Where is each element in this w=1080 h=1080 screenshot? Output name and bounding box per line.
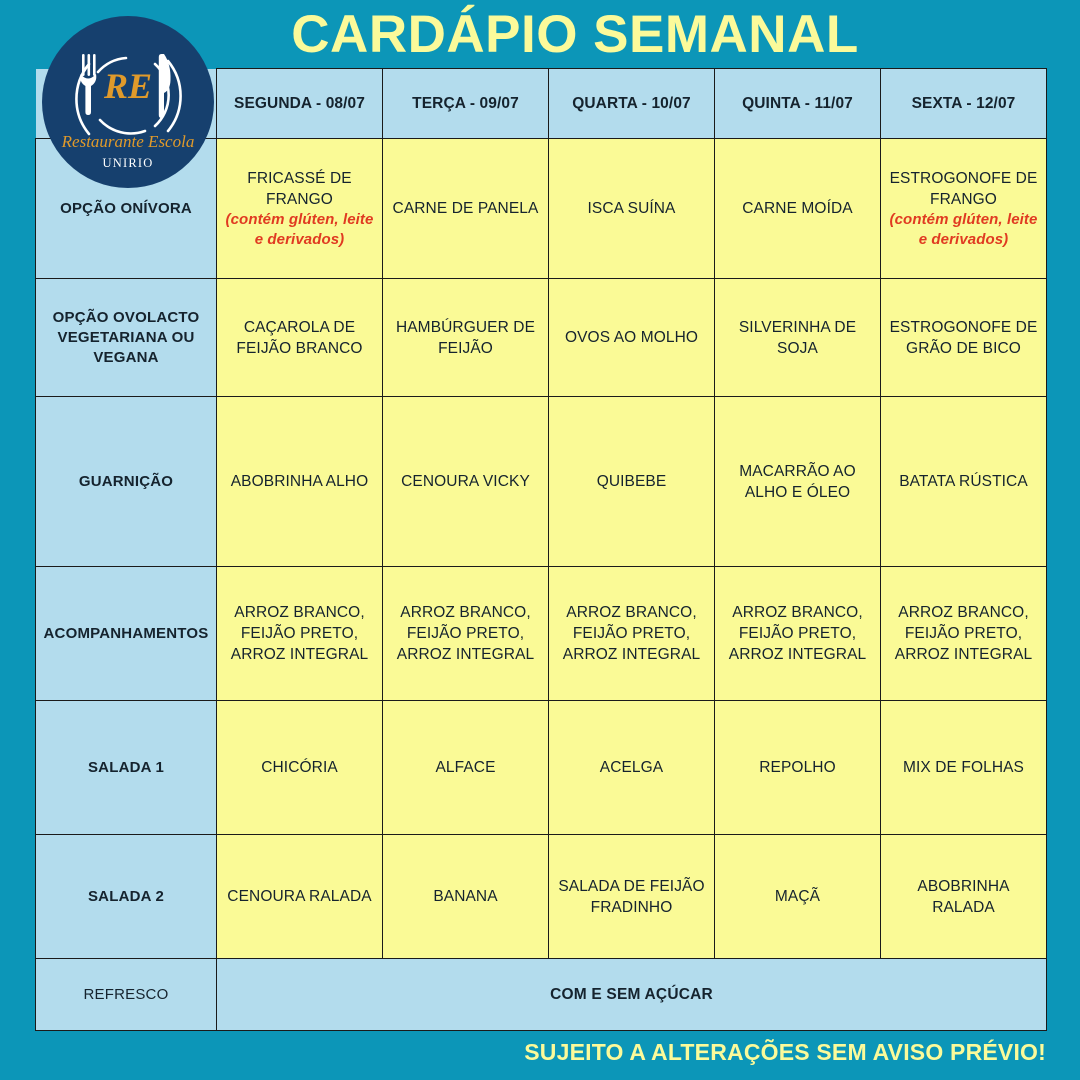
dish-name: SILVERINHA DE SOJA bbox=[738, 318, 857, 357]
dish-name: MACARRÃO AO ALHO E ÓLEO bbox=[739, 462, 856, 501]
dish-name: REPOLHO bbox=[759, 759, 836, 776]
menu-cell: REPOLHO bbox=[714, 700, 881, 835]
dish-name: MAÇÃ bbox=[774, 888, 821, 905]
weekly-menu-table: SEGUNDA - 08/07 TERÇA - 09/07 QUARTA - 1… bbox=[35, 68, 1047, 1031]
logo-name: Restaurante Escola bbox=[61, 132, 195, 151]
dish-name: ACELGA bbox=[599, 759, 664, 776]
category-label-salada-1: SALADA 1 bbox=[35, 700, 217, 835]
day-header-terca: TERÇA - 09/07 bbox=[382, 68, 549, 139]
category-label-refresco: REFRESCO bbox=[35, 958, 217, 1031]
menu-cell: ARROZ BRANCO, FEIJÃO PRETO, ARROZ INTEGR… bbox=[880, 566, 1047, 701]
menu-cell: ARROZ BRANCO, FEIJÃO PRETO, ARROZ INTEGR… bbox=[714, 566, 881, 701]
dish-name: ARROZ BRANCO, FEIJÃO PRETO, ARROZ INTEGR… bbox=[894, 604, 1033, 663]
menu-cell: CENOURA RALADA bbox=[216, 834, 383, 959]
dish-name: BANANA bbox=[433, 888, 498, 905]
menu-cell: OVOS AO MOLHO bbox=[548, 278, 715, 397]
table-row: OPÇÃO OVOLACTO VEGETARIANA OU VEGANA CAÇ… bbox=[35, 278, 1047, 397]
menu-cell: ARROZ BRANCO, FEIJÃO PRETO, ARROZ INTEGR… bbox=[548, 566, 715, 701]
menu-cell: CARNE MOÍDA bbox=[714, 138, 881, 279]
day-header-quarta: QUARTA - 10/07 bbox=[548, 68, 715, 139]
dish-name: OVOS AO MOLHO bbox=[564, 329, 699, 346]
allergen-note: (contém glúten, leite e derivados) bbox=[225, 210, 374, 248]
menu-cell: ESTROGONOFE DE FRANGO (contém glúten, le… bbox=[880, 138, 1047, 279]
dish-name: CENOURA VICKY bbox=[401, 473, 530, 490]
day-header-sexta: SEXTA - 12/07 bbox=[880, 68, 1047, 139]
menu-cell: MIX DE FOLHAS bbox=[880, 700, 1047, 835]
dish-name: ISCA SUÍNA bbox=[587, 200, 676, 217]
dish-name: ESTROGONOFE DE FRANGO bbox=[889, 169, 1038, 208]
menu-cell: SILVERINHA DE SOJA bbox=[714, 278, 881, 397]
dish-name: ARROZ BRANCO, FEIJÃO PRETO, ARROZ INTEGR… bbox=[230, 604, 369, 663]
category-label-vegetariana: OPÇÃO OVOLACTO VEGETARIANA OU VEGANA bbox=[35, 278, 217, 397]
refresco-value: COM E SEM AÇÚCAR bbox=[216, 958, 1047, 1031]
dish-name: ARROZ BRANCO, FEIJÃO PRETO, ARROZ INTEGR… bbox=[396, 604, 535, 663]
table-row: GUARNIÇÃO ABOBRINHA ALHO CENOURA VICKY Q… bbox=[35, 396, 1047, 567]
menu-cell: CAÇAROLA DE FEIJÃO BRANCO bbox=[216, 278, 383, 397]
menu-cell: ABOBRINHA RALADA bbox=[880, 834, 1047, 959]
dish-name: FRICASSÉ DE FRANGO bbox=[247, 169, 352, 208]
table-row: ACOMPANHAMENTOS ARROZ BRANCO, FEIJÃO PRE… bbox=[35, 566, 1047, 701]
table-row: SALADA 2 CENOURA RALADA BANANA SALADA DE… bbox=[35, 834, 1047, 959]
day-header-quinta: QUINTA - 11/07 bbox=[714, 68, 881, 139]
menu-cell: ARROZ BRANCO, FEIJÃO PRETO, ARROZ INTEGR… bbox=[382, 566, 549, 701]
day-header-segunda: SEGUNDA - 08/07 bbox=[216, 68, 383, 139]
category-label-salada-2: SALADA 2 bbox=[35, 834, 217, 959]
dish-name: SALADA DE FEIJÃO FRADINHO bbox=[558, 877, 705, 916]
menu-cell: ARROZ BRANCO, FEIJÃO PRETO, ARROZ INTEGR… bbox=[216, 566, 383, 701]
menu-cell: ACELGA bbox=[548, 700, 715, 835]
dish-name: CHICÓRIA bbox=[261, 759, 338, 776]
menu-cell: BANANA bbox=[382, 834, 549, 959]
dish-name: CAÇAROLA DE FEIJÃO BRANCO bbox=[236, 318, 363, 357]
menu-cell: CENOURA VICKY bbox=[382, 396, 549, 567]
dish-name: ABOBRINHA RALADA bbox=[917, 877, 1010, 916]
dish-name: ARROZ BRANCO, FEIJÃO PRETO, ARROZ INTEGR… bbox=[728, 604, 867, 663]
logo-monogram: RE bbox=[103, 66, 152, 106]
dish-name: QUIBEBE bbox=[596, 473, 667, 490]
menu-cell: ESTROGONOFE DE GRÃO DE BICO bbox=[880, 278, 1047, 397]
dish-name: MIX DE FOLHAS bbox=[902, 759, 1025, 776]
menu-cell: QUIBEBE bbox=[548, 396, 715, 567]
menu-cell: ISCA SUÍNA bbox=[548, 138, 715, 279]
dish-name: CENOURA RALADA bbox=[227, 888, 372, 905]
restaurante-escola-logo: RE Restaurante Escola UNIRIO bbox=[42, 16, 214, 188]
table-row: SALADA 1 CHICÓRIA ALFACE ACELGA REPOLHO … bbox=[35, 700, 1047, 835]
category-label-acompanhamentos: ACOMPANHAMENTOS bbox=[35, 566, 217, 701]
dish-name: ARROZ BRANCO, FEIJÃO PRETO, ARROZ INTEGR… bbox=[562, 604, 701, 663]
menu-cell: FRICASSÉ DE FRANGO (contém glúten, leite… bbox=[216, 138, 383, 279]
menu-cell: MAÇÃ bbox=[714, 834, 881, 959]
menu-cell: CHICÓRIA bbox=[216, 700, 383, 835]
dish-name: HAMBÚRGUER DE FEIJÃO bbox=[395, 318, 536, 357]
dish-name: BATATA RÚSTICA bbox=[899, 473, 1028, 490]
menu-cell: CARNE DE PANELA bbox=[382, 138, 549, 279]
fork-icon bbox=[80, 54, 97, 115]
menu-cell: ABOBRINHA ALHO bbox=[216, 396, 383, 567]
dish-name: ESTROGONOFE DE GRÃO DE BICO bbox=[889, 318, 1038, 357]
dish-name: ALFACE bbox=[435, 759, 496, 776]
dish-name: CARNE DE PANELA bbox=[392, 200, 539, 217]
dish-name: ABOBRINHA ALHO bbox=[230, 473, 369, 490]
dish-name: CARNE MOÍDA bbox=[742, 200, 853, 217]
allergen-note: (contém glúten, leite e derivados) bbox=[889, 210, 1038, 248]
table-row: REFRESCO COM E SEM AÇÚCAR bbox=[35, 958, 1047, 1031]
disclaimer-note: SUJEITO A ALTERAÇÕES SEM AVISO PRÉVIO! bbox=[524, 1039, 1046, 1065]
menu-cell: SALADA DE FEIJÃO FRADINHO bbox=[548, 834, 715, 959]
logo-institution: UNIRIO bbox=[103, 156, 154, 170]
menu-cell: MACARRÃO AO ALHO E ÓLEO bbox=[714, 396, 881, 567]
page-title: CARDÁPIO SEMANAL bbox=[291, 5, 859, 64]
menu-cell: ALFACE bbox=[382, 700, 549, 835]
menu-cell: HAMBÚRGUER DE FEIJÃO bbox=[382, 278, 549, 397]
category-label-guarnicao: GUARNIÇÃO bbox=[35, 396, 217, 567]
knife-icon bbox=[158, 54, 171, 118]
menu-cell: BATATA RÚSTICA bbox=[880, 396, 1047, 567]
